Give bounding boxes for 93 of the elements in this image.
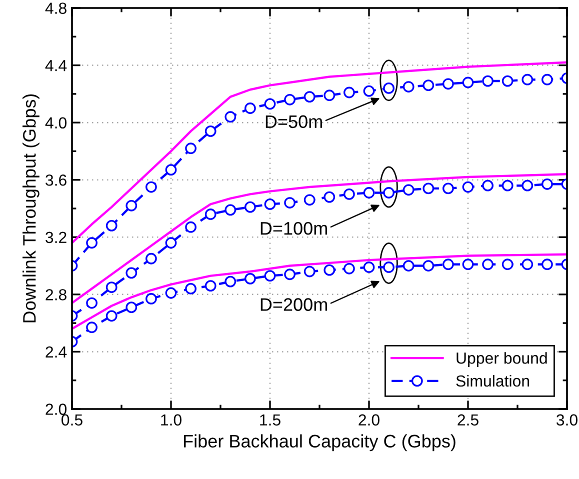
y-tick-label: 2.0 — [46, 404, 67, 415]
line-series — [72, 61, 567, 244]
point — [244, 102, 256, 114]
x-tick-label: 1.5 — [260, 414, 280, 426]
point — [86, 297, 98, 309]
point — [185, 221, 196, 233]
point — [165, 287, 177, 299]
x-tick-label: 2.0 — [358, 414, 380, 426]
point — [482, 180, 494, 192]
point — [165, 164, 177, 176]
point — [304, 91, 316, 102]
point — [482, 75, 494, 87]
point — [264, 270, 276, 282]
point — [185, 142, 196, 154]
annotation: D=100m — [260, 222, 327, 235]
point — [383, 82, 394, 94]
point — [402, 260, 414, 272]
point — [146, 252, 157, 264]
point — [224, 111, 236, 123]
point — [442, 258, 454, 270]
point — [126, 302, 138, 314]
legend-label: Upper bound — [456, 352, 547, 367]
point — [126, 267, 138, 279]
y-tick-label: 3.2 — [46, 232, 66, 244]
point — [522, 180, 534, 192]
point — [185, 283, 196, 294]
legend-label: Simulation — [456, 374, 530, 387]
x-tick-label: 1.0 — [161, 414, 182, 426]
point — [126, 200, 138, 212]
point — [204, 125, 216, 137]
y-tick-label: 4.4 — [45, 60, 67, 72]
point — [422, 260, 434, 272]
point — [244, 201, 256, 213]
line-series — [72, 253, 567, 330]
annotation: D=200m — [260, 298, 327, 311]
point — [522, 74, 534, 86]
point — [224, 204, 236, 216]
point — [344, 262, 355, 274]
point — [542, 178, 553, 190]
point — [304, 266, 316, 278]
point — [204, 280, 216, 292]
point — [264, 198, 276, 210]
point — [482, 258, 494, 270]
point — [442, 182, 454, 194]
point — [86, 322, 98, 334]
point — [344, 188, 355, 200]
point — [165, 237, 177, 249]
point — [502, 75, 514, 87]
point — [502, 258, 514, 270]
point — [462, 258, 474, 270]
point — [402, 184, 414, 196]
point — [344, 86, 355, 98]
point — [106, 282, 118, 293]
point — [264, 98, 276, 110]
point — [422, 182, 434, 194]
point — [284, 197, 296, 208]
y-tick-label: 4.8 — [45, 2, 66, 14]
point — [106, 310, 118, 322]
annotation: D=50m — [266, 115, 322, 128]
point — [86, 237, 98, 249]
point — [244, 272, 256, 284]
point — [422, 80, 434, 92]
y-tick-label: 4.0 — [45, 117, 67, 129]
point — [363, 187, 375, 198]
point — [363, 85, 375, 97]
point — [542, 74, 553, 86]
point — [146, 293, 157, 304]
y-tick-label: 2.8 — [46, 289, 66, 300]
point — [146, 181, 157, 193]
x-tick-label: 3.0 — [556, 414, 578, 426]
x-tick-label: 2.5 — [458, 414, 478, 426]
y-axis-title: Downlink Throughput (Gbps) — [22, 94, 40, 322]
point — [324, 90, 336, 102]
point — [442, 78, 454, 90]
point — [304, 194, 316, 206]
point — [462, 76, 474, 88]
point — [402, 81, 414, 92]
point — [502, 180, 514, 192]
point — [106, 220, 118, 232]
point — [363, 262, 375, 273]
point — [462, 181, 474, 193]
point — [522, 258, 534, 270]
point — [542, 258, 553, 270]
x-tick-label: 0.5 — [62, 414, 82, 426]
x-axis-title: Fiber Backhaul Capacity C (Gbps) — [184, 434, 456, 452]
point — [324, 191, 336, 203]
point — [224, 276, 236, 288]
point — [284, 268, 296, 280]
point — [204, 208, 216, 220]
point — [324, 264, 336, 276]
y-tick-label: 2.4 — [46, 346, 67, 358]
y-tick-label: 3.6 — [46, 174, 66, 186]
point — [284, 94, 296, 106]
